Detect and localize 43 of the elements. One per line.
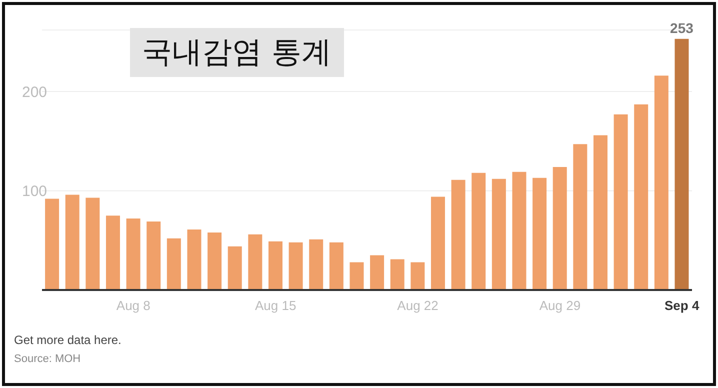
bar — [472, 172, 486, 290]
bar — [288, 242, 303, 290]
bar — [268, 241, 282, 290]
x-tick-label: Aug 22 — [397, 298, 438, 313]
bar — [552, 166, 567, 290]
x-tick-label: Sep 4 — [664, 298, 700, 313]
x-tick-label: Aug 15 — [254, 298, 296, 313]
bar — [86, 198, 100, 290]
bar — [674, 38, 689, 290]
bar — [654, 76, 668, 290]
bar — [309, 239, 324, 290]
bar — [146, 222, 161, 290]
bar — [410, 262, 425, 290]
bar — [45, 198, 60, 290]
bar — [492, 178, 506, 290]
bar — [593, 135, 608, 290]
x-tick-label: Aug 8 — [116, 298, 150, 313]
bar — [208, 232, 222, 290]
bar — [614, 114, 628, 290]
chart-title: 국내감염 통계 — [130, 28, 344, 77]
bar — [370, 255, 384, 290]
bar — [451, 180, 466, 290]
bar — [248, 234, 262, 290]
bar — [65, 194, 80, 290]
bar — [430, 196, 445, 290]
bar — [390, 259, 404, 290]
bar — [532, 178, 547, 290]
bar — [166, 238, 181, 290]
x-tick-label: Aug 29 — [539, 298, 581, 313]
bar — [329, 242, 344, 290]
bar — [106, 216, 120, 290]
bar — [228, 246, 242, 290]
text: Get more data here. — [14, 333, 122, 347]
bar — [350, 262, 364, 290]
data-label: 253 — [670, 20, 694, 36]
bar — [634, 104, 648, 290]
source-note: Source: MOH — [14, 353, 81, 365]
y-tick-label: 100 — [22, 183, 48, 200]
bar — [187, 229, 202, 290]
bar — [512, 172, 526, 290]
bar — [573, 144, 588, 290]
bar — [126, 218, 140, 290]
y-tick-label: 200 — [22, 84, 48, 101]
